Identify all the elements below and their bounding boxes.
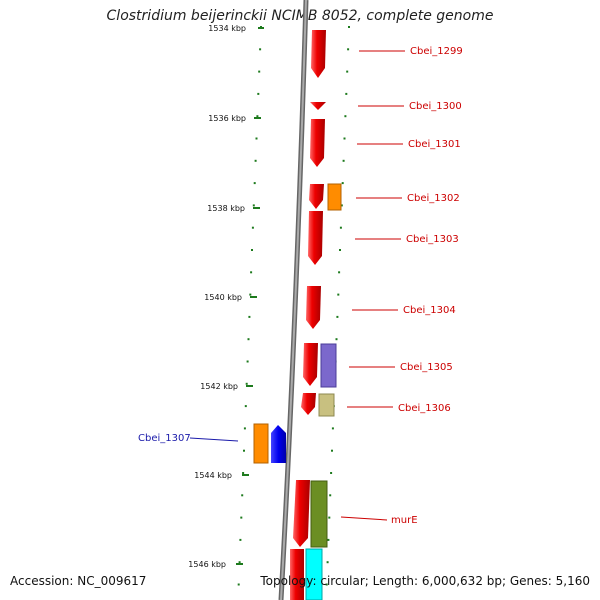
leader-line <box>340 516 388 521</box>
ruler-dot <box>248 315 251 318</box>
ruler-dot <box>254 159 257 162</box>
map-title: Clostridium beijerinckii NCIMB 8052, com… <box>106 8 494 24</box>
ruler-dot <box>243 427 246 430</box>
ruler-dot <box>239 538 242 541</box>
leader-line <box>189 437 239 442</box>
gene-labels: Cbei_1299 Cbei_1300 Cbei_1301 Cbei_1302 … <box>138 46 463 526</box>
gene-arrow-cbei-1300[interactable] <box>310 102 326 110</box>
feature-block-mure[interactable] <box>310 480 328 548</box>
tick-label: 1540 kbp <box>204 293 242 302</box>
gene-label-cbei-1303[interactable]: Cbei_1303 <box>406 234 459 245</box>
ruler-dot <box>335 338 338 341</box>
tick-label: 1538 kbp <box>207 204 245 213</box>
gene-label-cbei-1307[interactable]: Cbei_1307 <box>138 433 191 444</box>
ruler-dot <box>240 516 243 519</box>
ruler-dot <box>340 204 343 207</box>
gene-label-cbei-1304[interactable]: Cbei_1304 <box>403 305 456 316</box>
gene-label-cbei-1300[interactable]: Cbei_1300 <box>409 101 462 112</box>
tick-label: 1546 kbp <box>188 560 226 569</box>
ruler-dot <box>257 92 260 95</box>
feature-block-next[interactable] <box>305 548 323 600</box>
ruler-dot <box>329 494 332 497</box>
ruler-dot <box>251 226 254 229</box>
ruler-dot <box>249 293 252 296</box>
ruler-dot <box>242 472 245 474</box>
ruler-dot <box>338 271 341 274</box>
ruler-dot <box>339 226 342 229</box>
gene-arrow-cbei-1299[interactable] <box>311 30 326 78</box>
tick-label: 1544 kbp <box>194 471 232 480</box>
ruler-dot <box>339 249 341 251</box>
feature-block-1302[interactable] <box>327 183 342 211</box>
ruler-dot <box>246 360 249 363</box>
ruler-dot <box>325 583 328 586</box>
genome-backbone-highlight <box>280 0 307 600</box>
ruler-dot <box>258 70 261 73</box>
ruler-dot <box>243 449 245 452</box>
ruler-dot <box>327 538 330 541</box>
ruler-dot <box>331 427 334 430</box>
gene-label-cbei-1306[interactable]: Cbei_1306 <box>398 403 451 414</box>
gene-arrow-cbei-1301[interactable] <box>310 119 325 167</box>
ruler-dot <box>343 137 346 140</box>
ruler-dot <box>331 449 333 452</box>
ruler-dot <box>238 561 241 564</box>
gene-arrow-cbei-1305[interactable] <box>303 343 318 386</box>
tick-label: 1542 kbp <box>200 382 238 391</box>
ruler-dot <box>330 472 333 474</box>
gene-arrow-cbei-1306[interactable] <box>301 393 316 415</box>
ruler-dot <box>237 583 240 586</box>
feature-block-1305[interactable] <box>320 343 337 388</box>
gene-arrow-next[interactable] <box>290 549 304 600</box>
ruler-dot <box>347 48 350 51</box>
ruler-dot <box>344 115 347 118</box>
ruler-dot <box>256 115 259 118</box>
ruler-dot <box>346 70 349 73</box>
label-leaders <box>189 50 405 521</box>
ruler-dot <box>259 48 262 51</box>
ruler-dot <box>341 182 344 185</box>
gene-arrow-mure[interactable] <box>293 480 310 547</box>
gene-features[interactable] <box>253 30 342 600</box>
ruler-dot <box>251 249 253 251</box>
accession-text: Accession: NC_009617 <box>10 574 147 588</box>
major-ticks: 1534 kbp 1536 kbp 1538 kbp 1540 kbp 1542… <box>188 24 264 569</box>
ruler-dot <box>244 405 247 408</box>
ruler-dot <box>345 92 348 95</box>
ruler-dot <box>253 182 256 185</box>
ruler-dot <box>336 315 339 318</box>
gene-label-mure[interactable]: murE <box>391 515 418 526</box>
gene-arrow-cbei-1307[interactable] <box>271 425 286 463</box>
ruler-dot <box>252 204 255 207</box>
feature-block-1306[interactable] <box>318 393 335 417</box>
gene-label-cbei-1301[interactable]: Cbei_1301 <box>408 139 461 150</box>
topology-text: Topology: circular; Length: 6,000,632 bp… <box>260 574 590 588</box>
feature-block-1307[interactable] <box>253 423 269 464</box>
ruler-dot <box>245 382 248 385</box>
ruler-dot <box>255 137 258 140</box>
ruler-dot <box>328 516 331 519</box>
ruler-dot <box>348 26 350 28</box>
tick-label: 1534 kbp <box>208 24 246 33</box>
ruler-dot <box>326 561 329 564</box>
ruler-dot <box>241 494 244 497</box>
gene-arrow-cbei-1302[interactable] <box>309 184 324 209</box>
gene-arrow-cbei-1304[interactable] <box>306 286 321 329</box>
tick-label: 1536 kbp <box>208 114 246 123</box>
gene-arrow-cbei-1303[interactable] <box>308 211 323 265</box>
ruler-dot <box>337 293 340 296</box>
ruler-dot <box>342 159 345 162</box>
gene-label-cbei-1305[interactable]: Cbei_1305 <box>400 362 453 373</box>
gene-label-cbei-1299[interactable]: Cbei_1299 <box>410 46 463 57</box>
gene-label-cbei-1302[interactable]: Cbei_1302 <box>407 193 460 204</box>
ruler-dot <box>250 271 253 274</box>
ruler-dot <box>247 338 250 341</box>
